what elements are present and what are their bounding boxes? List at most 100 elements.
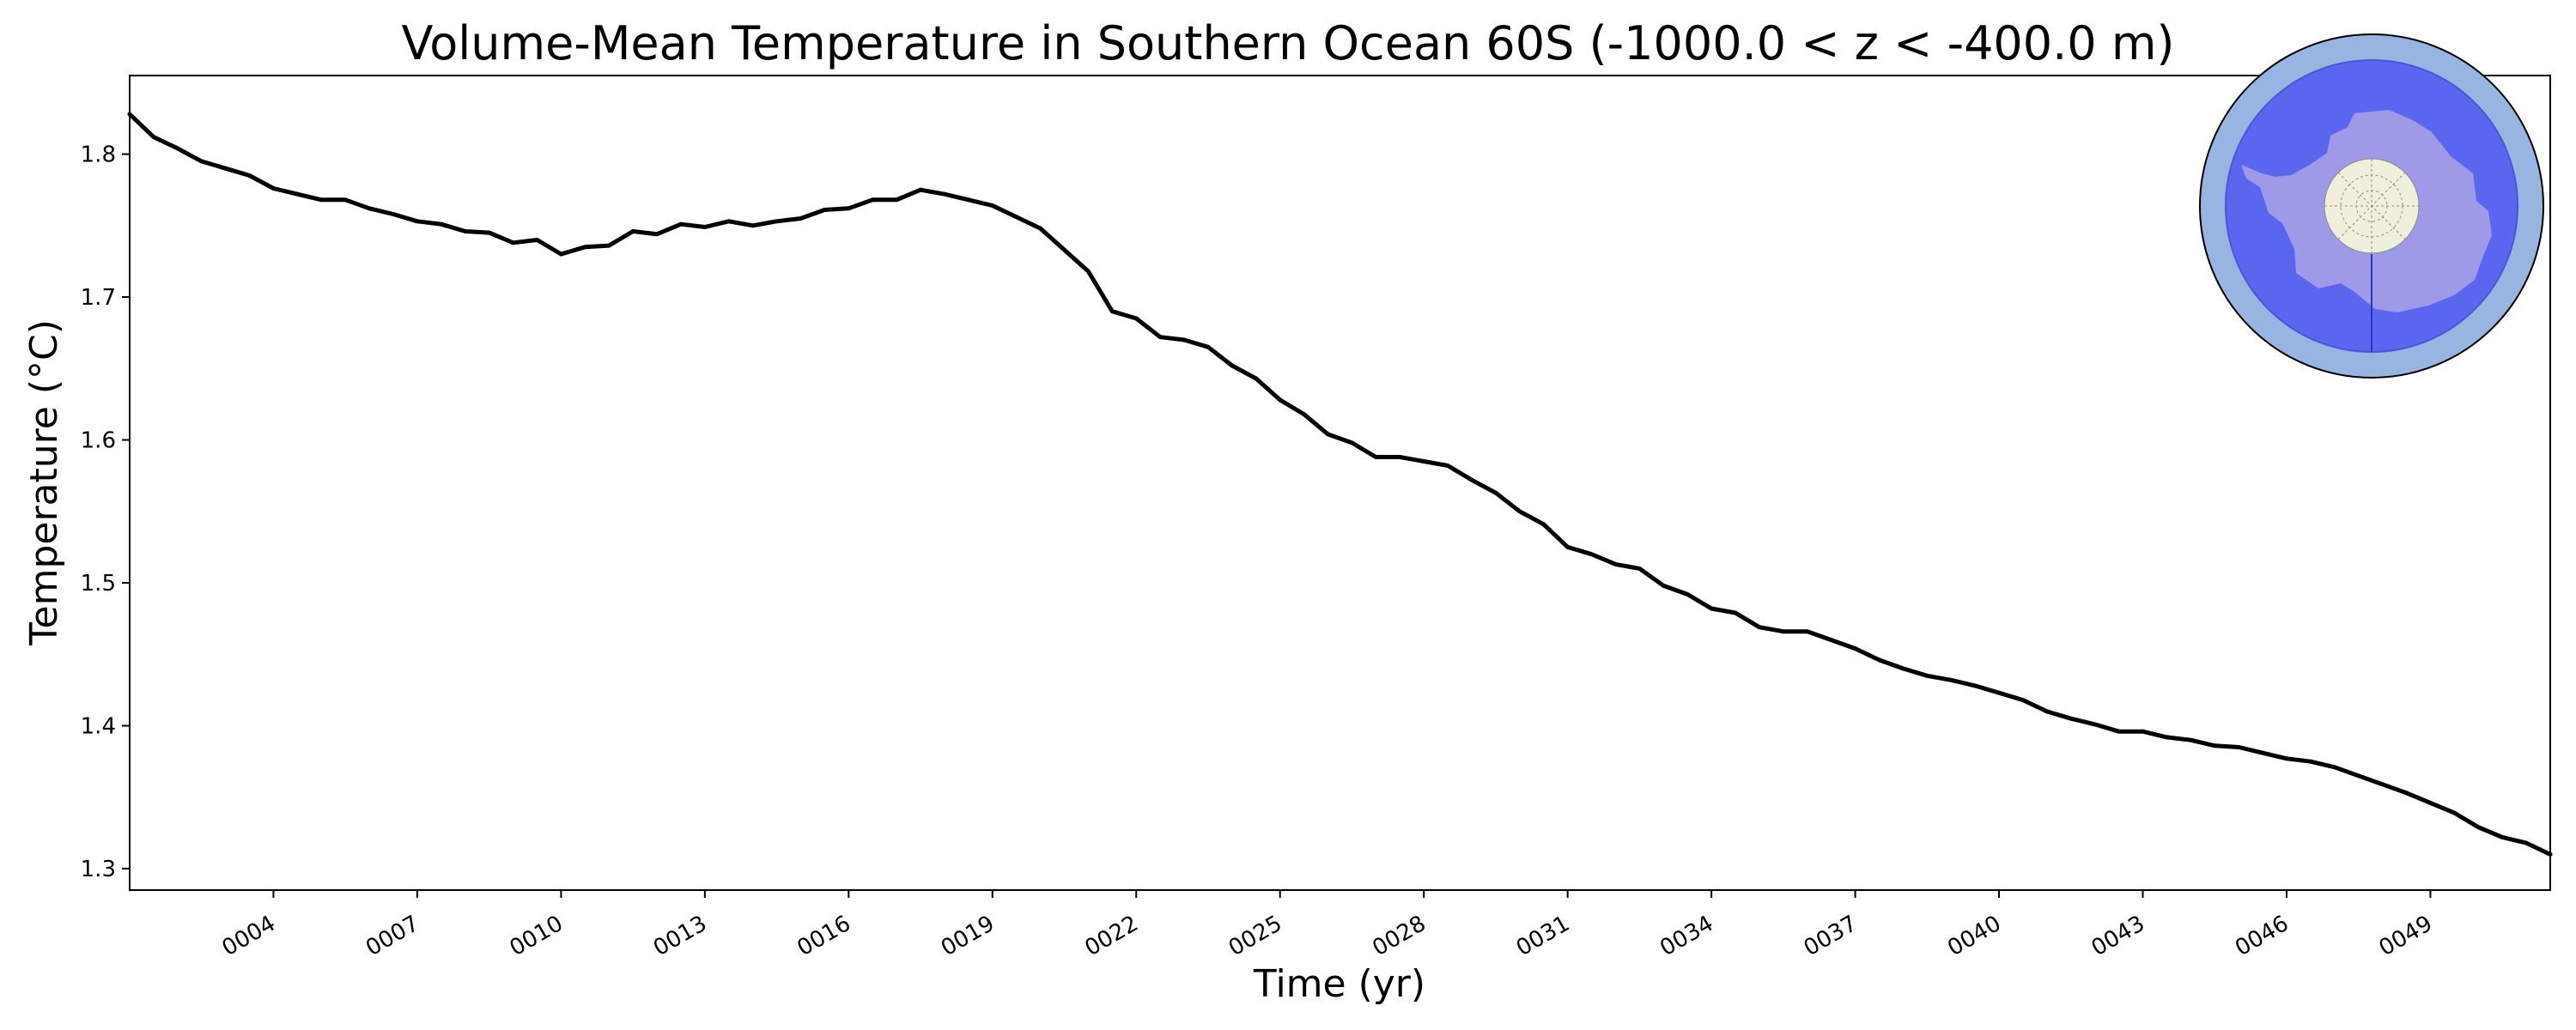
map-graticule <box>2324 159 2419 253</box>
data-point <box>247 173 252 178</box>
x-tick-label: 0022 <box>1080 911 1142 961</box>
data-point <box>2284 756 2289 761</box>
x-tick-label: 0007 <box>361 911 423 961</box>
data-point <box>175 146 180 151</box>
data-point <box>1733 610 1738 615</box>
data-point <box>1230 363 1235 368</box>
data-point <box>1254 376 1259 381</box>
data-point <box>1972 683 1978 688</box>
data-point <box>463 229 468 233</box>
y-tick-label: 1.7 <box>81 285 116 311</box>
data-point <box>1350 440 1354 445</box>
x-tick-label: 0031 <box>1512 911 1574 961</box>
data-point <box>1206 344 1211 349</box>
data-point <box>1637 566 1642 571</box>
data-point <box>2236 745 2241 749</box>
data-point <box>2524 840 2529 845</box>
data-point <box>559 251 563 257</box>
data-point <box>726 219 732 224</box>
data-point <box>1805 629 1810 634</box>
data-point <box>1445 464 1450 468</box>
data-point <box>990 203 995 208</box>
data-point <box>295 191 300 197</box>
data-point <box>1182 337 1187 342</box>
data-point <box>1109 309 1115 314</box>
data-point <box>1493 490 1498 495</box>
data-point <box>2069 716 2074 721</box>
data-point <box>2308 759 2313 764</box>
data-point <box>2380 782 2385 787</box>
x-tick-label: 0043 <box>2087 911 2149 961</box>
data-point <box>151 135 156 140</box>
data-point <box>1014 215 1019 220</box>
data-point <box>606 243 611 248</box>
x-tick-label: 0040 <box>1943 911 2005 961</box>
data-point <box>2044 709 2050 714</box>
data-point <box>415 219 420 224</box>
data-point <box>439 221 444 227</box>
y-tick-label: 1.3 <box>81 857 116 882</box>
data-point <box>343 197 348 203</box>
region-map-inset <box>2199 33 2544 379</box>
data-point <box>271 186 276 191</box>
data-point <box>1062 247 1066 252</box>
data-point <box>942 191 947 197</box>
plot-area: 1.31.41.51.61.71.8 0004 0007 0010 0013 0016 0… <box>81 75 2553 961</box>
data-point <box>1565 545 1571 549</box>
data-point <box>870 197 875 203</box>
data-point <box>2404 791 2409 796</box>
x-tick-label: 0010 <box>506 911 568 961</box>
data-point <box>1948 677 1953 682</box>
data-point <box>1877 657 1881 663</box>
data-point <box>1661 584 1666 588</box>
data-point <box>487 230 492 235</box>
data-point <box>2188 737 2193 742</box>
x-tick-label: 0046 <box>2231 911 2293 961</box>
data-point <box>1326 432 1330 437</box>
data-point <box>1589 552 1594 557</box>
data-point <box>2332 765 2337 770</box>
x-tick-label: 0019 <box>937 911 999 961</box>
data-point <box>654 232 659 237</box>
data-point <box>966 197 971 203</box>
x-tick-label: 0025 <box>1224 911 1286 961</box>
data-point <box>1709 606 1714 611</box>
y-tick-label: 1.5 <box>81 571 116 597</box>
data-point <box>2212 743 2217 748</box>
data-point <box>1541 522 1546 527</box>
x-tick-label: 0016 <box>793 911 855 961</box>
data-point <box>319 197 324 203</box>
x-axis-label: Time (yr) <box>1253 962 1425 1006</box>
data-point <box>2165 735 2169 740</box>
data-point <box>775 219 779 224</box>
data-point <box>894 197 899 203</box>
y-tick-label: 1.6 <box>81 428 116 454</box>
series-layer <box>127 112 2553 857</box>
data-point <box>1901 666 1905 671</box>
data-point <box>2452 810 2457 815</box>
x-tick-label: 0028 <box>1368 911 1430 961</box>
data-point <box>2020 698 2026 702</box>
data-point <box>1469 477 1474 482</box>
data-point <box>1685 592 1690 597</box>
data-point <box>1133 316 1139 321</box>
data-point <box>1829 638 1834 642</box>
data-point <box>1302 412 1306 416</box>
y-axis: 1.3 1.4 1.5 1.6 1.7 1.8 <box>81 142 130 882</box>
chart-title: Volume-Mean Temperature in Southern Ocea… <box>402 16 2175 70</box>
data-point <box>750 223 756 228</box>
data-point <box>2356 773 2361 779</box>
plot-frame <box>129 75 2551 891</box>
data-point <box>799 216 803 221</box>
data-point <box>1397 455 1402 459</box>
data-point <box>511 240 515 245</box>
data-point <box>1421 459 1426 464</box>
x-axis: 0004 0007 0010 0013 0016 0019 0022 0025 0028 0031… <box>218 890 2437 961</box>
data-point <box>2141 729 2145 734</box>
data-point <box>823 208 827 212</box>
y-tick-label: 1.8 <box>81 142 116 168</box>
data-point <box>127 112 132 117</box>
x-tick-label: 0004 <box>218 911 280 961</box>
x-tick-label: 0013 <box>649 911 711 961</box>
